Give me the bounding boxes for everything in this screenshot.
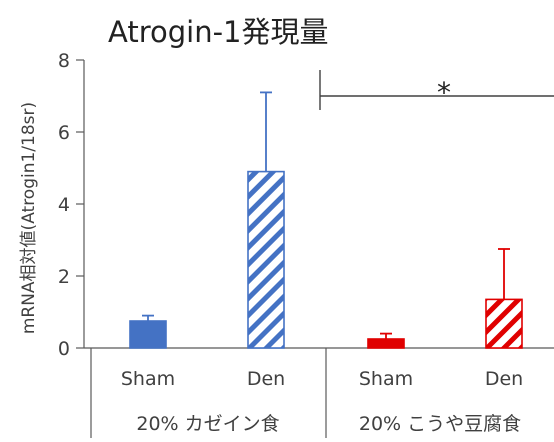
bar — [129, 320, 167, 349]
significance-annotation: * — [319, 70, 554, 110]
bar — [367, 338, 405, 349]
error-bars — [142, 91, 510, 339]
y-tick-label: 0 — [58, 338, 70, 360]
y-axis-label: mRNA相対値(Atrogin1/18sr) — [19, 102, 39, 334]
x-tick-label: Den — [247, 368, 285, 390]
bar — [247, 170, 285, 349]
x-tick-label: Sham — [121, 368, 175, 390]
y-axis: 0 2 4 6 8 — [58, 50, 85, 360]
chart-title: Atrogin-1発現量 — [108, 15, 329, 49]
y-tick-label: 6 — [58, 122, 70, 144]
group-label: 20% こうや豆腐食 — [359, 413, 521, 435]
y-tick-label: 2 — [58, 266, 70, 288]
bars — [129, 170, 523, 349]
x-axis: Sham Den Sham Den 20% カゼイン食 20% こうや豆腐食 — [84, 347, 554, 438]
x-tick-label: Den — [485, 368, 523, 390]
y-tick-label: 8 — [58, 50, 70, 72]
x-tick-label: Sham — [359, 368, 413, 390]
significance-marker: * — [437, 76, 451, 109]
y-tick-label: 4 — [58, 194, 70, 216]
bar — [485, 298, 523, 349]
group-label: 20% カゼイン食 — [136, 413, 279, 435]
